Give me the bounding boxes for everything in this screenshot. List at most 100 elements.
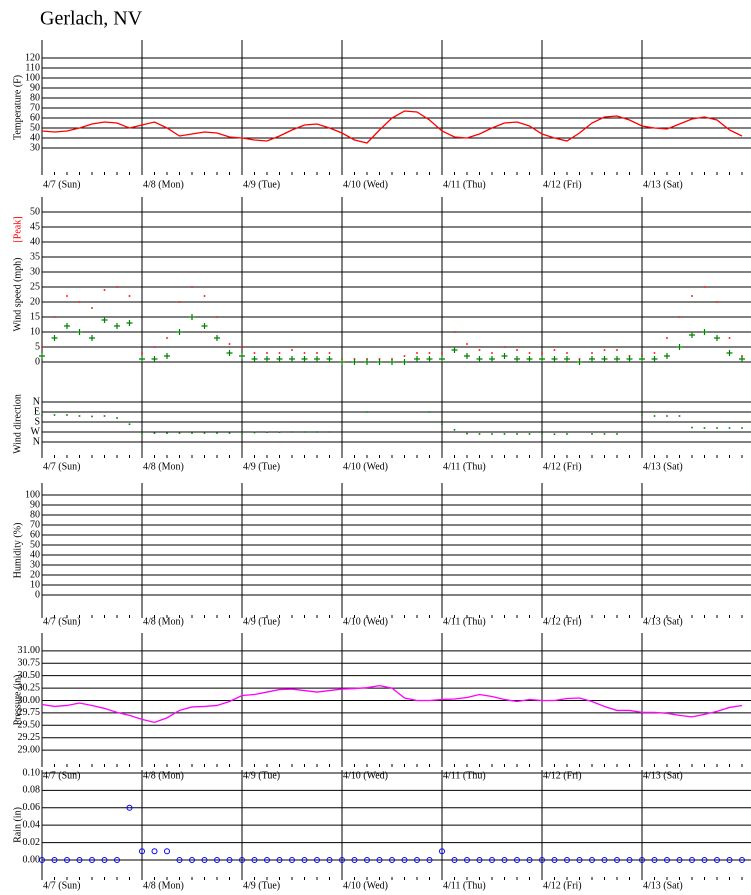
point (716, 427, 718, 429)
y-axis-label: Wind speed (mph) (12, 257, 23, 331)
y-tick-label: 30.50 (18, 670, 41, 681)
point (216, 432, 218, 434)
point (666, 337, 668, 339)
x-tick-label: 4/8 (Mon) (143, 770, 184, 781)
wind-point (389, 359, 395, 365)
x-tick-label: 4/12 (Fri) (543, 770, 582, 781)
x-tick-label: 4/7 (Sun) (43, 770, 81, 781)
wind-point (739, 356, 745, 362)
y-tick-label: 0.06 (23, 802, 41, 813)
point (516, 433, 518, 435)
wind-point (126, 320, 133, 326)
point (153, 346, 156, 348)
rain-point (351, 856, 358, 863)
x-tick-label: 4/7 (Sun) (43, 616, 81, 627)
y-tick-label: 50 (30, 122, 40, 133)
x-tick-label: 4/9 (Tue) (243, 770, 280, 781)
point (453, 331, 456, 333)
rain-point (226, 856, 233, 863)
wind-point (139, 356, 145, 362)
wind-point (39, 353, 45, 359)
wind-point (239, 353, 245, 359)
y-tick-label: 29.75 (18, 707, 41, 718)
rain-point (289, 856, 295, 863)
y-tick-label: 15 (30, 311, 40, 322)
y-tick-label: 10 (30, 579, 40, 590)
y-axis-label: Pressure (in) (12, 675, 23, 726)
rain-point (714, 856, 720, 863)
rain-point (176, 856, 183, 863)
point (316, 352, 318, 354)
y-tick-label: 90 (30, 82, 40, 93)
wind-point (664, 353, 670, 359)
rain-point (651, 856, 658, 863)
point (503, 433, 506, 435)
point (116, 286, 118, 288)
y2-axis-label: Wind direction (12, 394, 23, 454)
y-tick-label: 30.00 (18, 695, 41, 706)
point (328, 352, 331, 354)
wind-point (601, 356, 608, 362)
point (466, 343, 468, 345)
rain-point (626, 856, 633, 863)
point (241, 346, 243, 348)
point (153, 432, 156, 434)
wind-point (51, 335, 58, 341)
rain-point (189, 856, 195, 863)
rain-point (301, 856, 308, 863)
point (491, 352, 493, 354)
legend-label: [Peak] (12, 216, 23, 242)
y-tick-label: 0 (35, 356, 40, 367)
wind-point (576, 359, 583, 365)
wind-point (64, 323, 70, 329)
rain-point (401, 856, 408, 863)
x-tick-label: 4/8 (Mon) (143, 880, 184, 891)
y-axis-label: Temperature (F) (12, 75, 23, 140)
point (553, 349, 556, 351)
x-tick-label: 4/7 (Sun) (43, 461, 81, 472)
point (203, 295, 206, 297)
x-tick-label: 4/13 (Sat) (643, 770, 683, 781)
wind-point (376, 359, 383, 365)
point (553, 433, 556, 436)
point (78, 415, 81, 417)
x-tick-label: 4/12 (Fri) (543, 616, 582, 627)
point (191, 286, 193, 288)
wind-point (626, 356, 633, 362)
point (266, 431, 268, 434)
wind-point (426, 356, 433, 362)
wind-point (251, 356, 258, 362)
rain-point (526, 856, 533, 863)
wind-point (114, 323, 120, 329)
rain-point (701, 856, 708, 863)
x-tick-label: 4/13 (Sat) (643, 461, 683, 472)
rain-point (451, 856, 458, 863)
rain-point (501, 856, 508, 863)
wind-point (651, 356, 658, 362)
y-tick-label: 0 (35, 589, 40, 600)
point (316, 431, 318, 433)
rain-point (364, 856, 370, 863)
wind-point (351, 359, 358, 365)
rain-point (164, 848, 170, 855)
rain-point (664, 856, 670, 863)
point (253, 352, 256, 354)
rain-point (639, 856, 645, 863)
point (716, 301, 718, 303)
wind-point (364, 359, 370, 365)
point (291, 431, 293, 433)
y-tick-label: 20 (30, 569, 40, 580)
point (653, 352, 656, 354)
rain-point (601, 856, 608, 863)
point (191, 432, 193, 434)
point (516, 349, 518, 351)
point (291, 349, 293, 351)
rain-point (676, 856, 683, 863)
y-axis-label: Humidity (%) (12, 523, 23, 579)
rain-point (726, 856, 733, 863)
point (441, 423, 443, 426)
point (666, 415, 668, 417)
wind-point (589, 356, 595, 362)
point (566, 352, 568, 354)
